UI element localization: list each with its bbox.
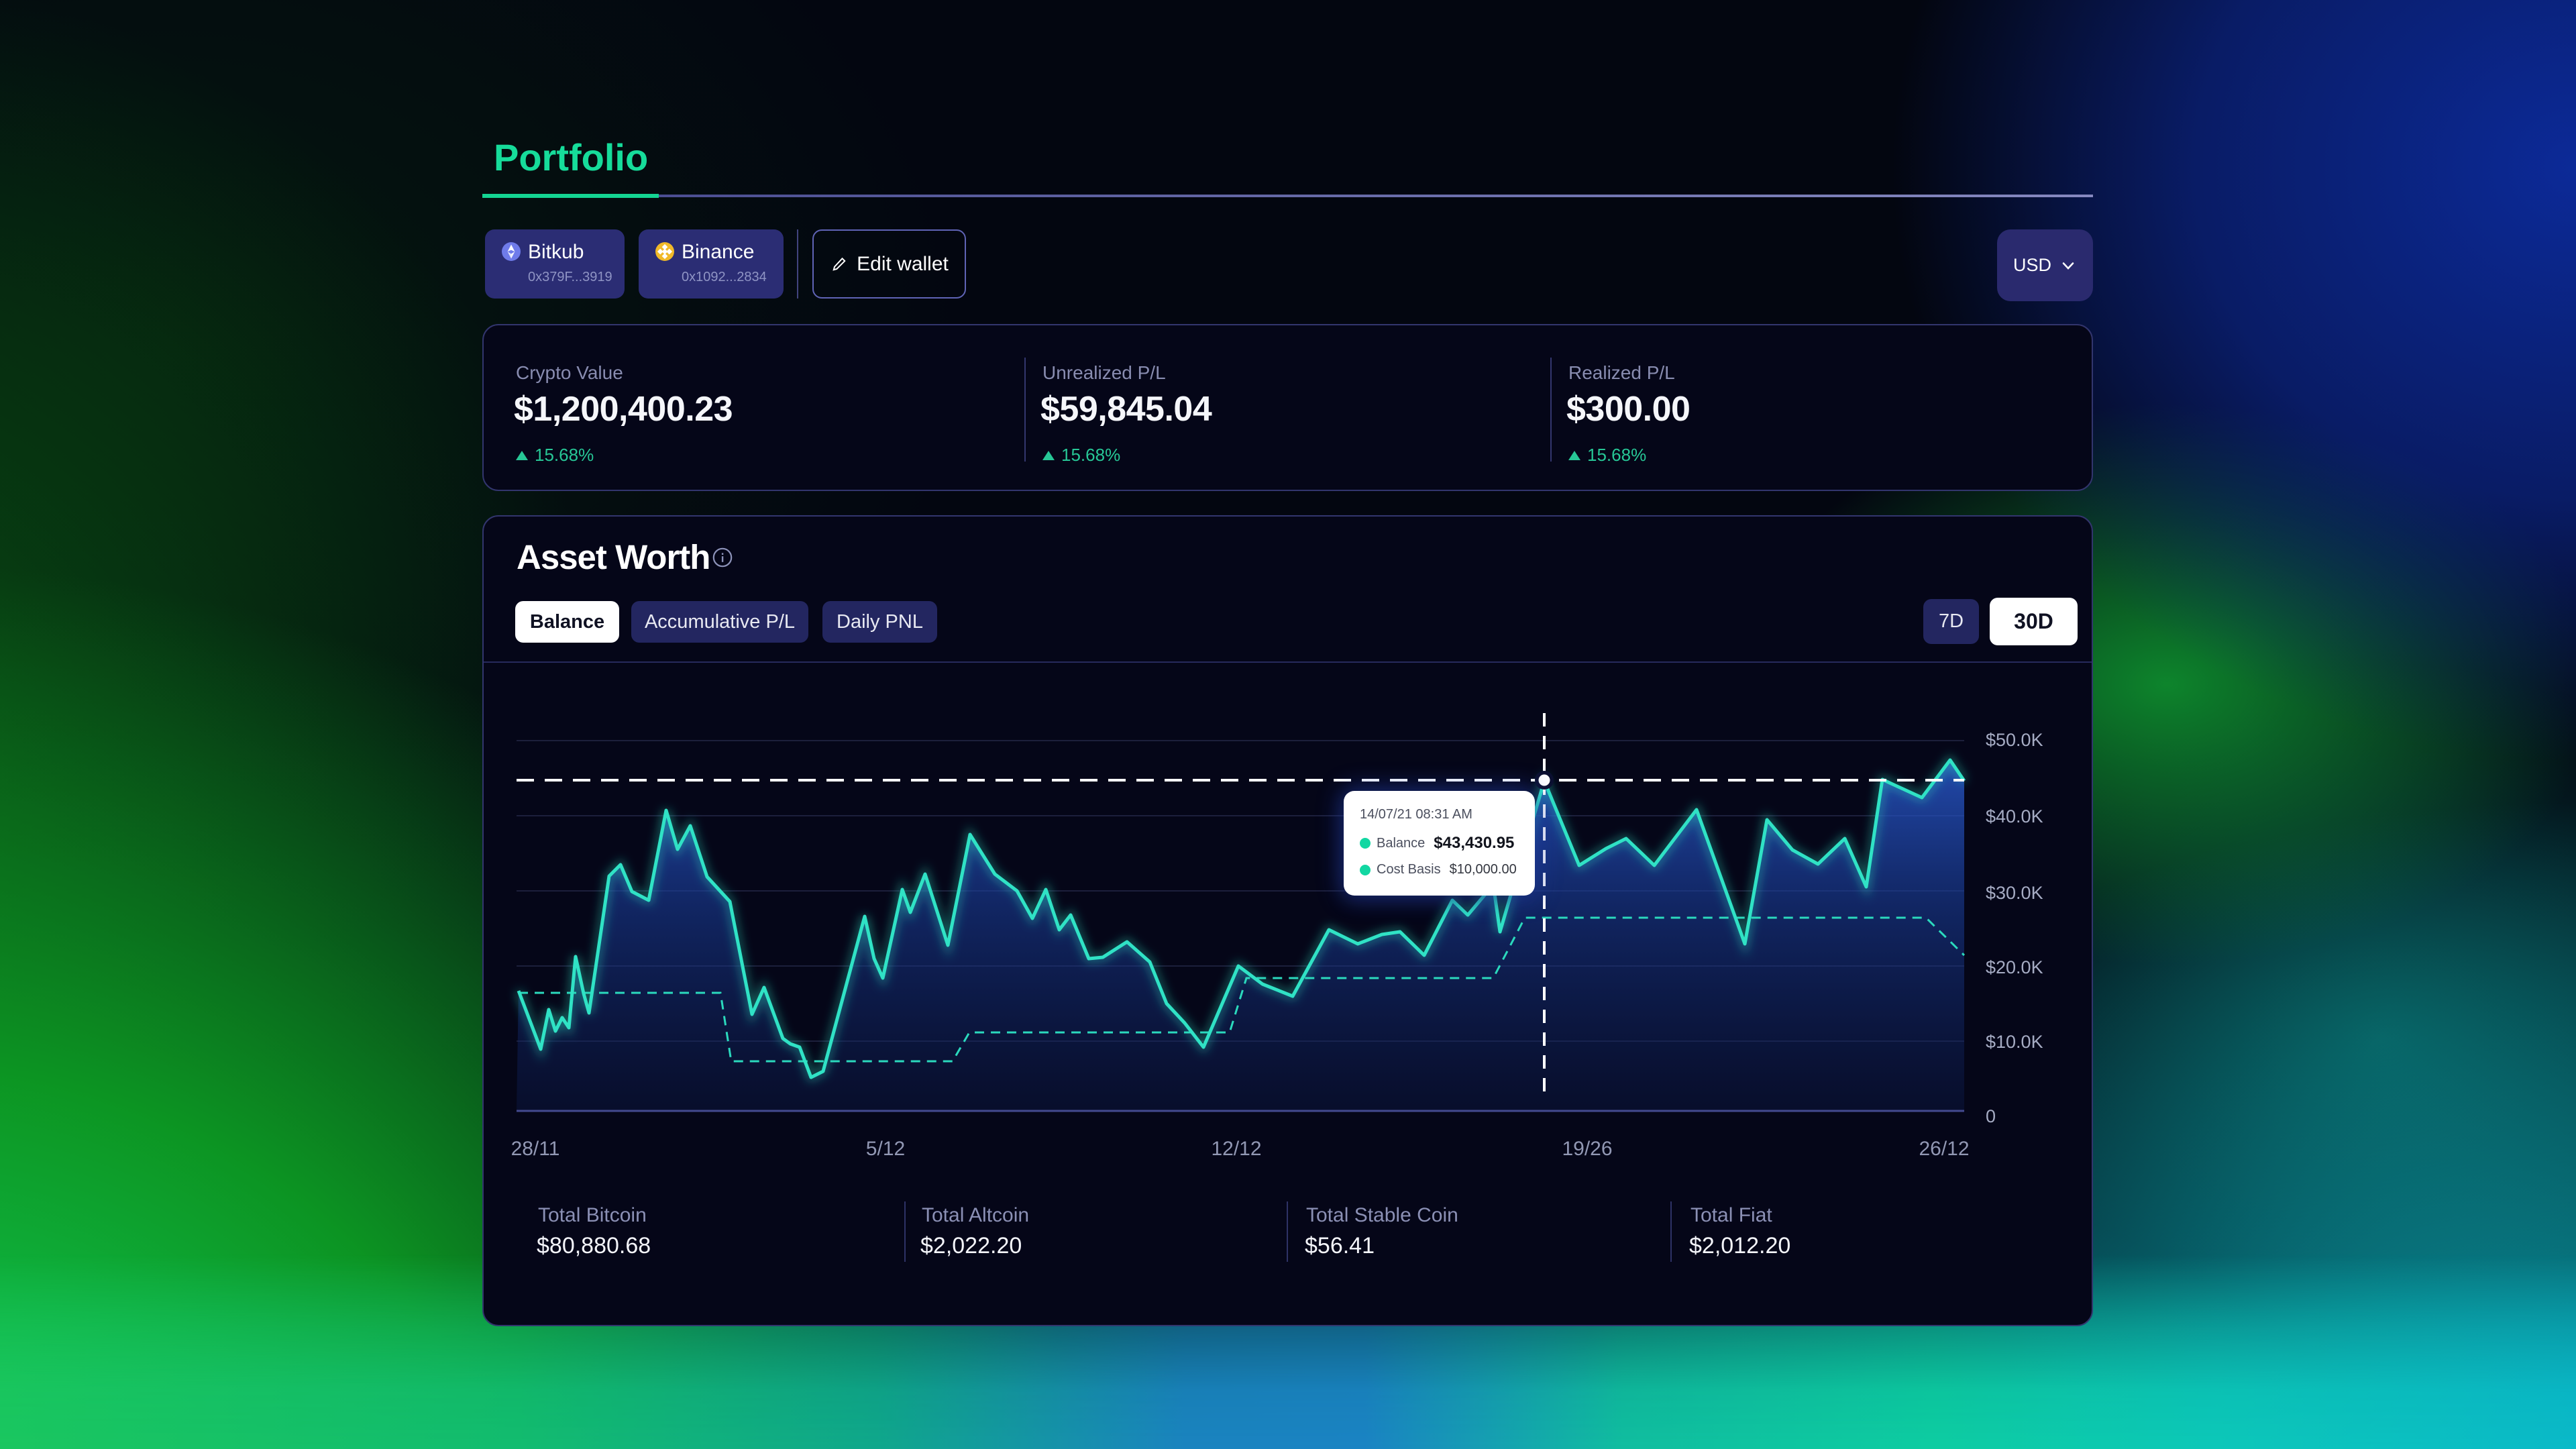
- svg-text:12/12: 12/12: [1211, 1138, 1261, 1160]
- svg-text:28/11: 28/11: [511, 1138, 560, 1160]
- svg-text:$40.0K: $40.0K: [1986, 806, 2043, 826]
- svg-text:$20.0K: $20.0K: [1986, 957, 2043, 977]
- svg-text:$10.0K: $10.0K: [1986, 1032, 2043, 1052]
- svg-text:26/12: 26/12: [1919, 1138, 1969, 1160]
- svg-text:0: 0: [1986, 1106, 1996, 1126]
- svg-text:5/12: 5/12: [866, 1138, 905, 1160]
- svg-text:19/26: 19/26: [1562, 1138, 1612, 1160]
- svg-text:$50.0K: $50.0K: [1986, 730, 2043, 750]
- svg-text:$30.0K: $30.0K: [1986, 883, 2043, 903]
